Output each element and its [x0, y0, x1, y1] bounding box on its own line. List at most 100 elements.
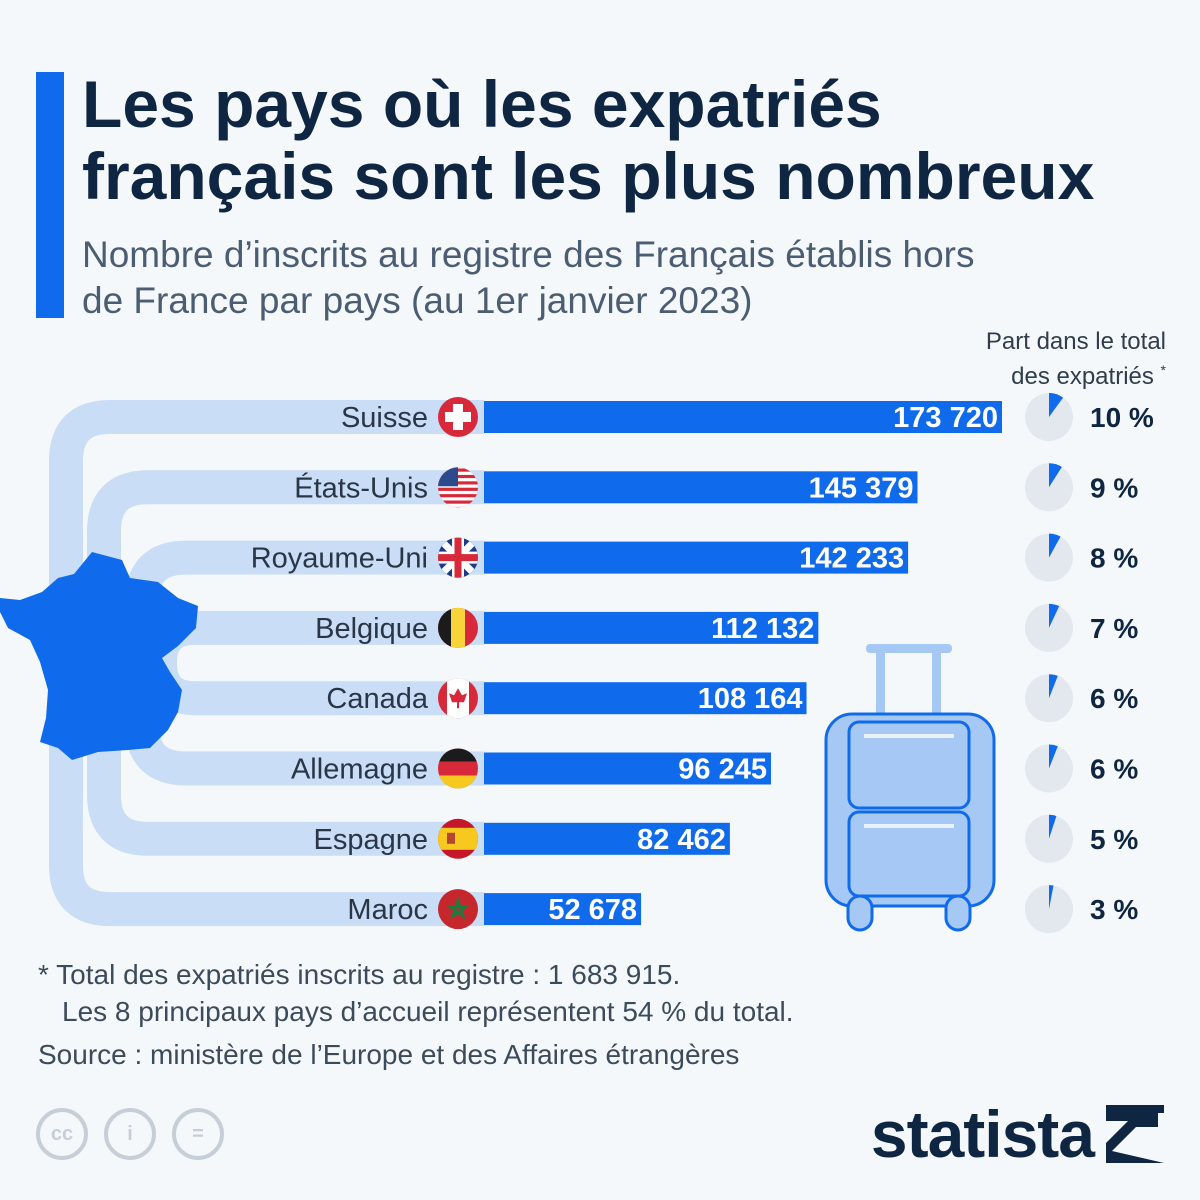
share-header-line-2: des expatriés * — [986, 356, 1166, 391]
flag-icon — [438, 748, 478, 789]
cc-icon[interactable]: cc — [36, 1108, 88, 1160]
no-derivatives-icon[interactable]: = — [172, 1108, 224, 1160]
bar-value-label: 142 233 — [799, 543, 904, 575]
flag-red-v — [454, 537, 462, 578]
subtitle-line-1: Nombre d’inscrits au registre des França… — [82, 234, 975, 275]
flag-icon — [438, 678, 478, 719]
country-label: Royaume-Uni — [251, 543, 428, 575]
title-line-2: français sont les plus nombreux — [82, 139, 1095, 213]
bar — [484, 401, 1002, 433]
suitcase-illustration — [824, 644, 996, 932]
statista-logo-icon — [1106, 1105, 1164, 1163]
share-pie-slice — [1049, 393, 1064, 417]
share-header-asterisk: * — [1160, 362, 1166, 378]
flag-icon — [438, 607, 478, 648]
attribution-icon[interactable]: i — [104, 1108, 156, 1160]
share-label: 9 % — [1090, 472, 1138, 503]
flag-inner — [438, 397, 478, 437]
flag-icon — [438, 818, 478, 859]
bar-row: Canada 108 164 6 % — [326, 674, 1138, 723]
bar-value-label: 52 678 — [548, 894, 637, 926]
flag-icon — [438, 467, 478, 508]
bar-row: Allemagne 96 245 6 % — [291, 744, 1138, 793]
license-icons: cc i = — [36, 1108, 224, 1160]
suitcase-handle-top — [866, 644, 952, 653]
share-pie-slice — [1049, 463, 1062, 488]
suitcase-handle-left — [876, 648, 885, 718]
flag-stripe — [438, 503, 478, 507]
footnote: * Total des expatriés inscrits au regist… — [38, 956, 1138, 1073]
france-map — [0, 552, 198, 760]
suitcase-handle-right — [932, 648, 941, 718]
share-header-line-1: Part dans le total — [985, 328, 1166, 355]
flag-icon — [438, 889, 478, 930]
flag-cross-h — [445, 412, 471, 422]
statista-logo-text: statista — [870, 1097, 1095, 1171]
bar — [484, 611, 819, 644]
flag-inner — [438, 467, 478, 508]
flag-inner — [438, 889, 478, 930]
route-line — [125, 540, 484, 786]
flag-stripe — [438, 490, 478, 495]
flag-stripe — [438, 497, 478, 501]
bar — [484, 682, 807, 715]
flag-band — [438, 748, 478, 762]
flag-inner — [438, 818, 478, 859]
bar — [484, 752, 771, 785]
flag-icon — [438, 397, 478, 437]
share-label: 5 % — [1090, 824, 1138, 855]
country-label: États-Unis — [294, 471, 428, 504]
bar — [484, 541, 909, 574]
bar-value-label: 145 379 — [809, 472, 914, 504]
share-column-header: Part dans le total des expatriés * — [986, 328, 1166, 391]
flag-inner — [438, 607, 478, 648]
flag-star — [445, 896, 471, 920]
flag-band — [438, 775, 478, 789]
bar-value-label: 96 245 — [678, 754, 767, 786]
suitcase-panel-bottom — [847, 810, 971, 898]
share-label: 7 % — [1090, 613, 1138, 644]
share-header-text: des expatriés — [1011, 363, 1154, 390]
bar-row: États-Unis 145 379 9 % — [294, 463, 1138, 512]
country-label: Belgique — [315, 613, 428, 645]
share-pie-slice — [1049, 885, 1054, 910]
share-label: 10 % — [1090, 402, 1154, 433]
flag-inner — [438, 748, 478, 789]
bars-group: Suisse 173 720 10 % États-Unis 145 379 9 % Roy… — [251, 393, 1154, 934]
bar-value-label: 108 164 — [698, 683, 803, 715]
share-pie-slice — [1049, 814, 1057, 839]
country-label: Suisse — [341, 402, 428, 434]
country-label: Allemagne — [291, 754, 428, 786]
flag-emblem — [447, 832, 455, 844]
suitcase-wheel-right — [944, 894, 972, 932]
bar-value-label: 173 720 — [893, 402, 998, 434]
share-label: 3 % — [1090, 894, 1138, 925]
flag-band — [438, 607, 451, 648]
bar-row: Suisse 173 720 10 % — [341, 393, 1154, 441]
bar-value-label: 82 462 — [637, 824, 726, 856]
bar-value-label: 112 132 — [711, 613, 814, 645]
share-pie-slice — [1049, 674, 1058, 699]
suitcase-panel-top — [847, 720, 971, 810]
statista-logo[interactable]: statista — [871, 1098, 1164, 1170]
title-line-1: Les pays où les expatriés — [82, 67, 882, 141]
share-pie-slice — [1049, 744, 1058, 769]
flag-base — [438, 889, 478, 930]
page-title: Les pays où les expatriés français sont … — [82, 68, 1182, 212]
share-label: 8 % — [1090, 543, 1138, 574]
bar-row: Royaume-Uni 142 233 8 % — [251, 533, 1138, 582]
flag-inner — [438, 678, 478, 719]
bar-row: Belgique 112 132 7 % — [315, 603, 1138, 652]
share-label: 6 % — [1090, 754, 1138, 785]
bar — [484, 822, 730, 855]
bar — [484, 893, 642, 926]
source-text: Source : ministère de l’Europe et des Af… — [38, 1039, 740, 1070]
country-label: Maroc — [347, 894, 428, 926]
flag-band — [451, 607, 465, 648]
title-accent-bar — [36, 72, 64, 318]
share-pie-slice — [1049, 533, 1061, 558]
footnote-share: Les 8 principaux pays d’accueil représen… — [62, 996, 794, 1027]
footnote-total: * Total des expatriés inscrits au regist… — [38, 959, 681, 990]
suitcase-wheel-left — [846, 894, 874, 932]
